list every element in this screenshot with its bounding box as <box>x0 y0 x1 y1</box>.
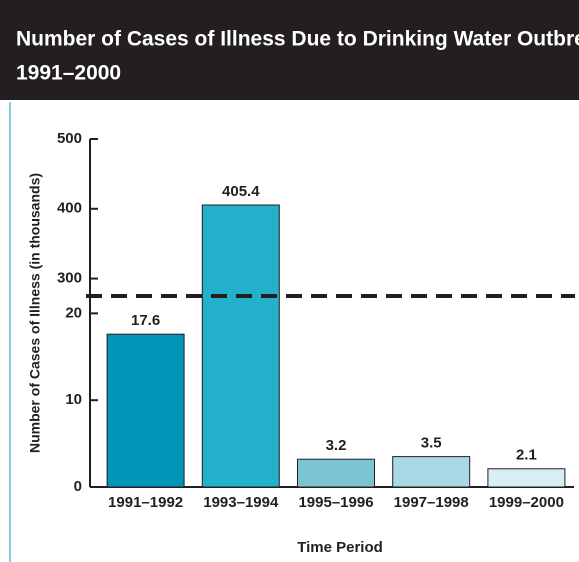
value-label: 17.6 <box>131 312 160 329</box>
header-bar <box>0 0 579 100</box>
value-label: 405.4 <box>222 183 260 200</box>
chart-subtitle: 1991–2000 <box>16 62 121 85</box>
value-label: 3.5 <box>421 435 442 452</box>
y-tick-label: 20 <box>65 304 82 321</box>
value-label: 2.1 <box>516 447 537 464</box>
y-axis-label: Number of Cases of Illness (in thousands… <box>27 173 43 453</box>
value-label: 3.2 <box>326 437 347 454</box>
y-tick-label: 300 <box>57 270 82 287</box>
y-tick-label: 0 <box>74 478 82 495</box>
x-tick-label: 1993–1994 <box>203 494 279 511</box>
x-tick-label: 1997–1998 <box>394 494 469 511</box>
chart-title: Number of Cases of Illness Due to Drinki… <box>16 28 579 51</box>
x-tick-label: 1991–1992 <box>108 494 183 511</box>
y-tick-label: 10 <box>65 391 82 408</box>
bar <box>297 458 375 488</box>
bar <box>392 456 471 488</box>
y-tick-label: 400 <box>57 200 82 217</box>
bar <box>487 468 566 488</box>
x-tick-label: 1999–2000 <box>489 494 564 511</box>
bar <box>201 204 280 488</box>
x-tick-label: 1995–1996 <box>298 494 373 511</box>
x-axis-label: Time Period <box>297 539 383 556</box>
bar <box>106 333 185 488</box>
y-tick-label: 500 <box>57 130 82 147</box>
